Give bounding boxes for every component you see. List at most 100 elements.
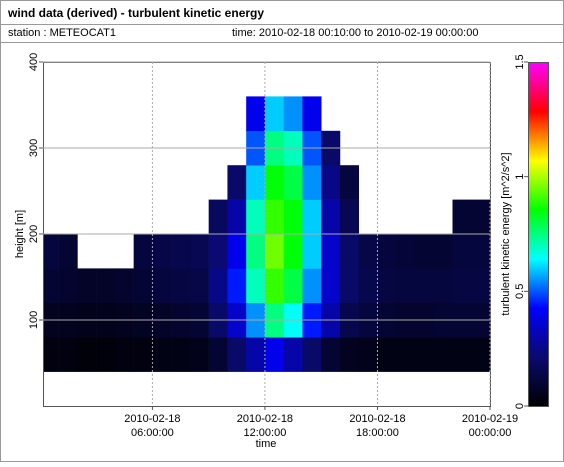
heat-cell bbox=[208, 199, 228, 235]
heat-cell bbox=[246, 165, 266, 200]
heat-cell bbox=[414, 268, 435, 304]
x-axis-label: time bbox=[256, 438, 277, 450]
heat-cell bbox=[358, 268, 378, 304]
heat-cell bbox=[396, 234, 416, 269]
chart-title: wind data (derived) - turbulent kinetic … bbox=[7, 6, 264, 20]
heat-cell bbox=[246, 337, 266, 372]
heat-cell bbox=[321, 268, 341, 304]
heat-cell bbox=[302, 268, 322, 304]
heat-cell bbox=[321, 199, 341, 235]
heat-cell bbox=[246, 199, 266, 235]
heat-cell bbox=[77, 268, 97, 304]
heat-cell bbox=[264, 268, 284, 304]
heat-cell bbox=[264, 337, 284, 372]
x-tick-label: 2010-02-18 bbox=[237, 413, 293, 425]
heat-cell bbox=[189, 268, 209, 304]
colorbar-label: turbulent kinetic energy [m^2/s^2] bbox=[500, 152, 512, 315]
station: station : METEOCAT1 bbox=[8, 27, 116, 39]
heat-cell bbox=[452, 234, 472, 269]
heat-cell bbox=[471, 234, 491, 269]
colorbar-tick-label: 1 bbox=[514, 174, 526, 180]
heat-cell bbox=[171, 234, 191, 269]
heat-cell bbox=[452, 199, 472, 235]
heat-cell bbox=[171, 337, 191, 372]
heat-cell bbox=[283, 337, 303, 372]
heat-cell bbox=[321, 234, 341, 269]
heat-cell bbox=[321, 337, 341, 372]
heat-cell bbox=[452, 337, 472, 372]
heat-cell bbox=[339, 165, 360, 200]
heat-cell bbox=[396, 268, 416, 304]
heat-cell bbox=[452, 268, 472, 304]
heat-cell bbox=[133, 234, 153, 269]
heat-cell bbox=[358, 234, 378, 269]
heat-cell bbox=[43, 337, 59, 372]
heat-cell bbox=[414, 337, 435, 372]
heat-cell bbox=[58, 234, 78, 269]
heat-cell bbox=[302, 96, 322, 132]
heat-cell bbox=[339, 337, 360, 372]
heat-cell bbox=[43, 268, 59, 304]
x-tick-label: 12:00:00 bbox=[244, 427, 287, 439]
heat-cell bbox=[471, 199, 491, 235]
heat-cell bbox=[302, 165, 322, 200]
x-tick-label: 2010-02-19 bbox=[462, 413, 518, 425]
heat-cell bbox=[133, 268, 153, 304]
heat-cell bbox=[302, 337, 322, 372]
heat-cell bbox=[152, 234, 172, 269]
heat-cell bbox=[246, 268, 266, 304]
heat-cell bbox=[471, 337, 491, 372]
heat-cell bbox=[227, 337, 247, 372]
y-tick-label: 400 bbox=[28, 53, 40, 71]
heat-cell bbox=[377, 337, 397, 372]
heat-cell bbox=[189, 337, 209, 372]
heat-cell bbox=[114, 337, 134, 372]
heat-cell bbox=[339, 268, 360, 304]
heat-cell bbox=[208, 337, 228, 372]
heat-cell bbox=[433, 234, 453, 269]
heat-cell bbox=[208, 234, 228, 269]
colorbar bbox=[528, 62, 549, 407]
heat-cell bbox=[227, 234, 247, 269]
heat-cell bbox=[96, 268, 116, 304]
heat-cell bbox=[264, 96, 284, 132]
colorbar-tick-label: 0.5 bbox=[514, 284, 526, 299]
heat-cell bbox=[264, 199, 284, 235]
heat-cell bbox=[43, 234, 59, 269]
heat-cell bbox=[227, 199, 247, 235]
time-range: time: 2010-02-18 00:10:00 to 2010-02-19 … bbox=[232, 27, 478, 39]
y-tick-label: 100 bbox=[28, 311, 40, 329]
heat-cell bbox=[377, 234, 397, 269]
heat-cell bbox=[433, 268, 453, 304]
heat-cell bbox=[246, 234, 266, 269]
heat-cell bbox=[339, 234, 360, 269]
heat-cell bbox=[77, 337, 97, 372]
x-tick-label: 18:00:00 bbox=[356, 427, 399, 439]
heat-cell bbox=[339, 199, 360, 235]
x-tick-label: 06:00:00 bbox=[131, 427, 174, 439]
heat-cell bbox=[283, 268, 303, 304]
heat-cell bbox=[133, 337, 153, 372]
y-tick-label: 200 bbox=[28, 225, 40, 243]
heat-cell bbox=[302, 199, 322, 235]
heat-cell bbox=[152, 337, 172, 372]
heat-cell bbox=[283, 234, 303, 269]
y-tick-label: 300 bbox=[28, 139, 40, 157]
heat-cell bbox=[264, 234, 284, 269]
heat-cell bbox=[283, 199, 303, 235]
heat-cell bbox=[396, 337, 416, 372]
heat-cell bbox=[283, 96, 303, 132]
heat-cell bbox=[433, 337, 453, 372]
x-tick-label: 2010-02-18 bbox=[124, 413, 180, 425]
heat-cell bbox=[321, 165, 341, 200]
heat-cell bbox=[58, 337, 78, 372]
y-axis-label: height [m] bbox=[14, 210, 26, 258]
heat-cell bbox=[227, 268, 247, 304]
heat-cell bbox=[171, 268, 191, 304]
heat-cell bbox=[283, 165, 303, 200]
heat-cell bbox=[114, 268, 134, 304]
heat-cell bbox=[377, 268, 397, 304]
colorbar-tick-label: 1.5 bbox=[514, 54, 526, 69]
colorbar-tick-label: 0 bbox=[514, 403, 526, 409]
